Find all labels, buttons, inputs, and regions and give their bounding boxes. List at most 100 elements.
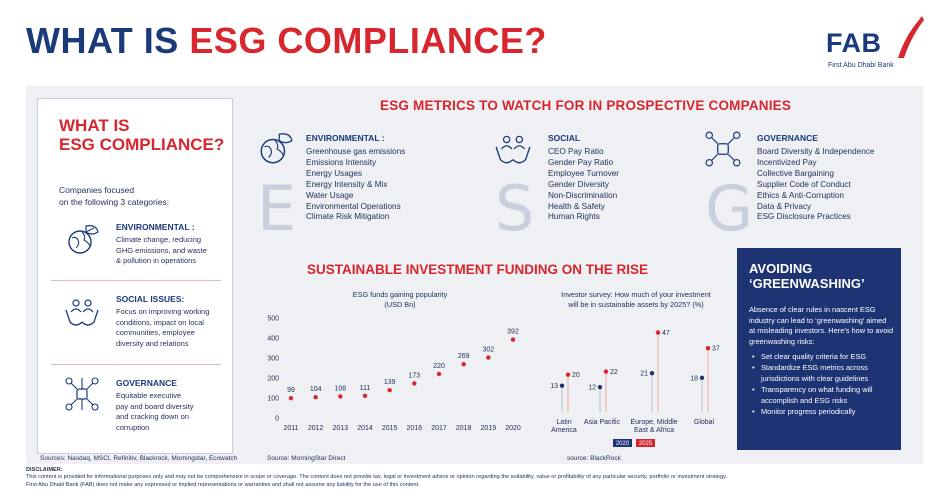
chart-title-line2: will be in sustainable assets by 2025? (…: [567, 300, 703, 309]
text-line: Equitable executive: [116, 391, 182, 400]
data-point: [412, 381, 417, 386]
logo-swoosh-icon: [898, 16, 924, 58]
y-tick-label: 300: [267, 356, 279, 363]
source-note-1: Source: MorningStar Direct: [267, 455, 346, 462]
metric-item: Collective Bargaining: [757, 168, 834, 178]
text-line: communities, employee: [116, 328, 195, 337]
data-point-2025: [603, 369, 609, 374]
list-item: Monitor progress periodically: [752, 407, 897, 418]
text-line: & pollution in operations: [116, 256, 197, 265]
list-item: Transparency on what funding will accomp…: [752, 385, 897, 406]
metric-item: Human Rights: [548, 212, 600, 222]
letter-s: S: [495, 172, 535, 245]
metrics-list-governance: Board Diversity & Independence Incentivi…: [757, 147, 874, 223]
metric-item: Greenhouse gas emissions: [306, 147, 406, 156]
title-line: ‘GREENWASHING’: [749, 276, 865, 291]
globe-leaf-icon: [260, 133, 293, 164]
metrics-list-environmental: Greenhouse gas emissions Emissions Inten…: [306, 147, 405, 223]
category-label: America: [551, 427, 577, 434]
fab-logo[interactable]: FAB First Abu Dhabi Bank: [826, 14, 936, 74]
data-point-2020: [559, 383, 565, 388]
metric-item: ESG Disclosure Practices: [757, 212, 851, 222]
category-heading-social: SOCIAL ISSUES:: [116, 294, 185, 304]
data-point-2020: [649, 370, 655, 376]
category-label: East & Africa: [634, 427, 674, 434]
text-line: corruption: [116, 422, 150, 432]
x-tick-label: 2020: [505, 425, 521, 432]
y-tick-label: 0: [275, 416, 279, 423]
data-point: [436, 371, 442, 377]
text-line: pay and board diversity: [116, 401, 194, 411]
divider: [51, 364, 221, 365]
text-line: conditions, impact on local: [116, 317, 204, 327]
category-label: Asia Pacific: [584, 419, 621, 426]
metrics-heading-environmental: ENVIRONMENTAL :: [306, 133, 385, 143]
metric-item: Employee Turnover: [548, 168, 619, 178]
data-point: [387, 388, 392, 393]
disclaimer-line: This content is provided for information…: [26, 474, 728, 481]
source-note-2: source: BlackRock: [567, 455, 621, 462]
hands-people-icon: [65, 299, 99, 326]
greenwashing-title: AVOIDING ‘GREENWASHING’: [749, 261, 899, 291]
text-line: and cracking down on: [116, 412, 189, 421]
category-text-social: Focus on improving working conditions, i…: [116, 307, 236, 349]
logo-subtitle: First Abu Dhabi Bank: [828, 62, 894, 69]
data-point-2025: [705, 345, 711, 351]
metric-item: Health & Safety: [548, 201, 605, 211]
data-label: 220: [433, 363, 445, 370]
text-line: Focus on improving working: [116, 307, 210, 316]
metric-item: Gender Pay Ratio: [548, 157, 614, 167]
data-label: 104: [310, 386, 322, 393]
x-tick-label: 2014: [357, 425, 373, 432]
sources-note: Sources: Nasdaq, MSCI, Refinitiv, Blackr…: [40, 455, 238, 462]
metrics-heading-governance: GOVERNANCE: [757, 133, 818, 143]
x-tick-label: 2015: [382, 425, 398, 432]
data-point: [486, 355, 491, 360]
data-point: [362, 393, 368, 398]
data-label-2025: 20: [572, 372, 580, 379]
data-label-2020: 18: [690, 375, 698, 382]
title-line: WHAT IS: [59, 116, 130, 135]
list-item: Set clear quality criteria for ESG: [752, 352, 897, 363]
data-label: 99: [287, 387, 295, 394]
data-point: [288, 396, 294, 401]
data-label: 302: [482, 347, 494, 354]
metrics-title: ESG METRICS TO WATCH FOR IN PROSPECTIVE …: [380, 98, 792, 113]
logo-text: FAB: [826, 28, 882, 58]
chart-title: Investor survey: How much of your invest…: [561, 290, 711, 299]
letter-e: E: [257, 172, 297, 245]
title-line: ESG COMPLIANCE?: [59, 135, 225, 154]
what-is-esg-box: [37, 98, 233, 454]
y-tick-label: 100: [267, 396, 279, 403]
x-tick-label: 2016: [407, 425, 423, 432]
metric-item: Gender Diversity: [548, 179, 609, 189]
title-part-1: WHAT IS: [26, 20, 190, 61]
data-label-2020: 21: [640, 371, 648, 378]
metric-item: Climate Risk Mitigation: [306, 212, 390, 222]
title-line: AVOIDING: [749, 261, 813, 276]
page-title: WHAT IS ESG COMPLIANCE?: [26, 20, 547, 62]
category-text-governance: Equitable executive pay and board divers…: [116, 391, 236, 433]
data-point-2025: [565, 372, 571, 377]
data-label: 111: [360, 385, 371, 392]
legend-swatch: [636, 439, 655, 447]
data-label-2020: 12: [588, 385, 596, 392]
categories-intro: Companies focused on the following 3 cat…: [59, 184, 209, 208]
data-label-2020: 13: [550, 383, 558, 390]
divider: [51, 280, 221, 281]
hands-people-icon: [495, 135, 531, 164]
y-tick-label: 500: [267, 316, 279, 323]
data-point: [461, 362, 466, 367]
data-label: 392: [507, 329, 519, 336]
network-icon: [65, 377, 99, 411]
metric-item: Environmental Operations: [306, 201, 401, 211]
investor-survey-chart: Investor survey: How much of your invest…: [550, 290, 720, 447]
title-part-2: ESG COMPLIANCE?: [189, 20, 547, 61]
metric-item: Energy Intensity & Mix: [306, 179, 388, 189]
category-heading-governance: GOVERNANCE: [116, 378, 177, 388]
data-label: 139: [384, 379, 396, 386]
data-label: 108: [334, 385, 346, 392]
data-label-2025: 22: [610, 369, 618, 376]
category-label: Global: [694, 419, 715, 426]
metric-item: Incentivized Pay: [757, 157, 817, 167]
